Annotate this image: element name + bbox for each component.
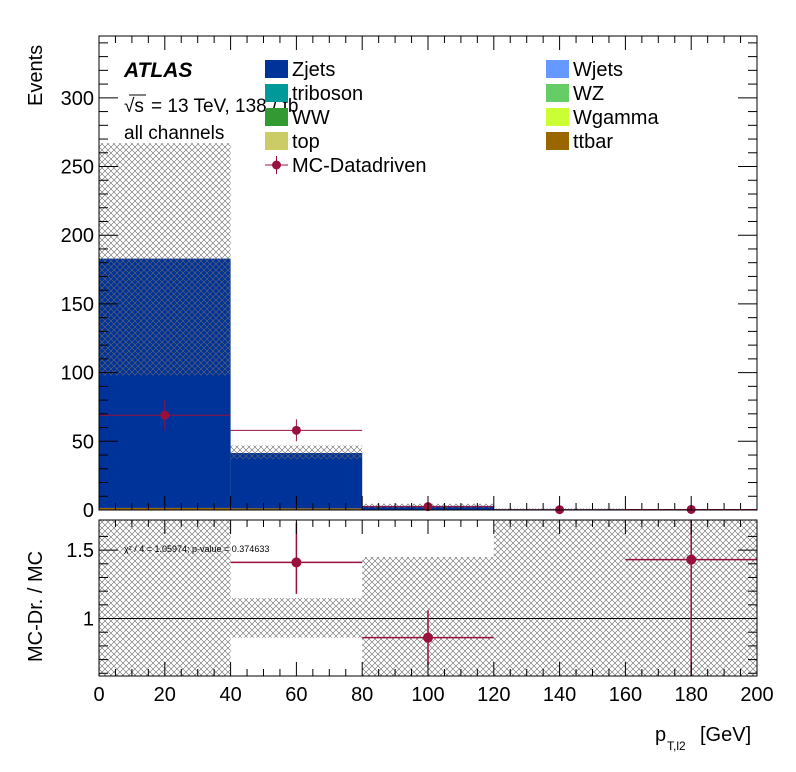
unc-band-bin-1 <box>230 445 363 460</box>
legend-label-mc-datadriven: MC-Datadriven <box>292 155 426 177</box>
chi2-label: χ² / 4 = 1.05974; p-value = 0.374633 <box>124 544 269 554</box>
x-axis-title-unit: [GeV] <box>700 724 751 746</box>
x-tick-label-0: 0 <box>93 684 104 706</box>
ratio-x-ticks: 0 20 40 60 80 100 120 140 160 180 200 <box>93 520 774 706</box>
legend-swatch-wgamma <box>546 108 569 126</box>
data-point-0 <box>160 410 170 420</box>
x-tick-label-180: 180 <box>675 684 708 706</box>
legend-label-zjets: Zjets <box>292 59 335 81</box>
y-tick-label-300: 300 <box>61 88 94 110</box>
legend-label-wz: WZ <box>573 83 604 105</box>
legend-label-triboson: triboson <box>292 83 363 105</box>
channel-label: all channels <box>124 123 224 144</box>
energy-label: √s = 13 TeV, 138 / fb <box>124 94 298 117</box>
legend-label-wgamma: Wgamma <box>573 107 659 129</box>
ratio-point-0 <box>291 557 302 568</box>
data-point-1 <box>291 425 301 435</box>
y-tick-label-250: 250 <box>61 157 94 179</box>
ratio-y-tick-label-1.5: 1.5 <box>66 540 94 562</box>
x-axis-title-p: p <box>655 724 666 746</box>
main-y-ticks: 0 50 100 150 200 250 300 <box>61 42 757 522</box>
ratio-point-2 <box>686 554 697 565</box>
ratio-band-bin-0 <box>99 520 231 676</box>
energy-label-root: √s <box>124 96 144 117</box>
y-tick-label-100: 100 <box>61 363 94 385</box>
x-tick-label-140: 140 <box>543 684 576 706</box>
ratio-uncertainty-band <box>99 520 757 676</box>
x-tick-label-160: 160 <box>609 684 642 706</box>
legend-label-top: top <box>292 131 320 153</box>
legend-marker-mc-datadriven <box>272 160 281 170</box>
ratio-data-points <box>230 520 757 676</box>
y-tick-label-200: 200 <box>61 225 94 247</box>
legend-label-ww: WW <box>292 107 330 129</box>
atlas-label: ATLAS <box>123 59 192 82</box>
legend-label-ttbar: ttbar <box>573 131 613 153</box>
ratio-y-tick-label-1: 1 <box>83 609 94 631</box>
ratio-point-1 <box>423 632 433 643</box>
unc-band-bin-0 <box>99 143 231 376</box>
ratio-y-axis-title: MC-Dr. / MC <box>25 551 47 662</box>
x-tick-label-60: 60 <box>285 684 307 706</box>
y-tick-label-50: 50 <box>72 431 94 453</box>
legend: Zjets Wjets triboson WZ WW Wgamma top ttbar MC-D… <box>265 59 659 177</box>
legend-label-wjets: Wjets <box>573 59 623 81</box>
y-tick-label-0: 0 <box>83 500 94 522</box>
legend-swatch-triboson <box>265 84 288 102</box>
legend-swatch-ttbar <box>546 132 569 150</box>
legend-swatch-wjets <box>546 60 569 78</box>
y-axis-title: Events <box>25 45 47 106</box>
ratio-band-bin-1 <box>230 598 363 638</box>
x-axis-title-sub: T,l2 <box>667 739 686 753</box>
legend-swatch-top <box>265 132 288 150</box>
y-tick-label-150: 150 <box>61 294 94 316</box>
x-tick-label-200: 200 <box>740 684 773 706</box>
x-axis-title: p T,l2 [GeV] <box>655 724 751 753</box>
x-tick-label-80: 80 <box>351 684 373 706</box>
x-tick-label-120: 120 <box>477 684 510 706</box>
legend-swatch-ww <box>265 108 288 126</box>
energy-label-rest: = 13 TeV, 138 / fb <box>151 96 298 117</box>
main-x-ticks <box>98 36 758 510</box>
ratio-band-bin-3 <box>493 520 626 676</box>
x-tick-label-100: 100 <box>411 684 444 706</box>
ratio-y-ticks: 11.5 <box>66 535 757 674</box>
x-tick-label-20: 20 <box>154 684 176 706</box>
legend-swatch-zjets <box>265 60 288 78</box>
legend-swatch-wz <box>546 84 569 102</box>
x-tick-label-40: 40 <box>219 684 241 706</box>
